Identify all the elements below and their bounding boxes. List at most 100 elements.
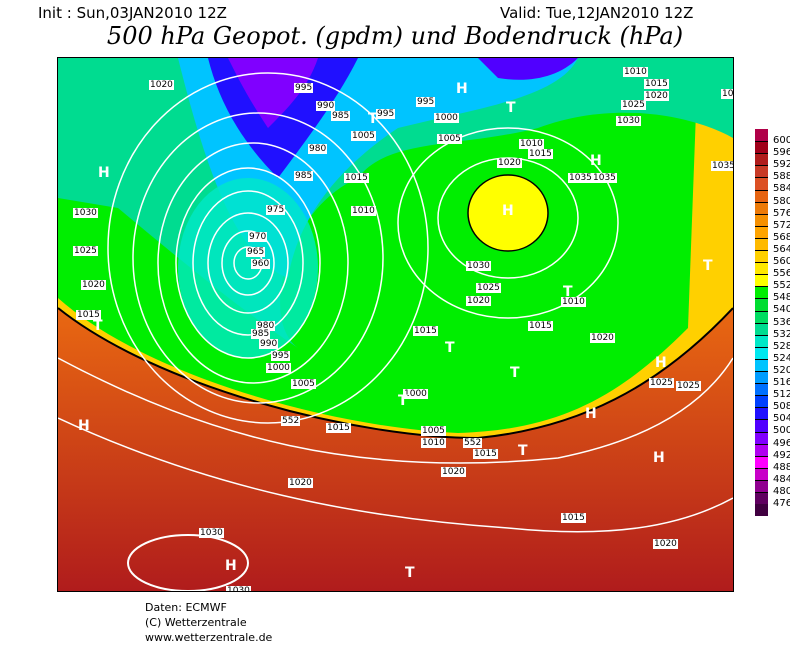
legend-label: 600 — [773, 135, 790, 146]
high-pressure-marker: H — [456, 81, 468, 97]
legend-bin — [755, 153, 768, 167]
low-pressure-marker: T — [506, 100, 516, 116]
isobar-label: 1035 — [568, 173, 593, 183]
init-time: Init : Sun,03JAN2010 12Z — [38, 4, 227, 22]
geopotential-label: 552 — [281, 416, 301, 426]
isobar-label: 985 — [294, 171, 314, 181]
isobar-label: 1020 — [81, 280, 106, 290]
legend-bin — [755, 262, 768, 276]
isobar-label: 1020 — [497, 158, 522, 168]
weather-map: 995 990 985 995 995 1000 1005 1005 980 1015 1010 98… — [57, 57, 734, 592]
legend-bin — [755, 250, 768, 264]
legend-bin — [755, 419, 768, 433]
legend-bin — [755, 237, 768, 251]
legend-label: 580 — [773, 195, 790, 207]
isobar-label: 1035 — [592, 173, 617, 183]
legend-bin — [755, 322, 768, 336]
legend-bin — [755, 129, 768, 142]
legend-bin — [755, 479, 768, 493]
isobar-label: 1020 — [644, 91, 669, 101]
legend-label: 508 — [773, 401, 790, 413]
legend-label: 520 — [773, 364, 790, 376]
legend-bin — [755, 165, 768, 179]
isobar-label: 965 — [246, 247, 266, 257]
isobar-label: 960 — [251, 259, 271, 269]
legend-bin — [755, 213, 768, 227]
isobar-label: 1035 — [711, 161, 734, 171]
legend-label: 480 — [773, 485, 790, 497]
isobar-label: 1005 — [291, 379, 316, 389]
isobar-label: 990 — [259, 339, 279, 349]
high-pressure-marker: H — [590, 153, 602, 169]
legend-label: 584 — [773, 183, 790, 195]
legend-label: 596 — [773, 147, 790, 159]
high-pressure-marker: H — [225, 558, 237, 574]
low-pressure-marker: T — [398, 393, 408, 409]
isobar-label: 1025 — [621, 100, 646, 110]
legend-bin — [755, 492, 768, 506]
low-pressure-marker: T — [93, 318, 103, 334]
legend-label: 536 — [773, 316, 790, 328]
legend-label: 512 — [773, 389, 790, 401]
isobar-label: 1030 — [73, 208, 98, 218]
isobar-label: 1015 — [528, 149, 553, 159]
legend-bin — [755, 455, 768, 469]
isobar-label: 1025 — [676, 381, 701, 391]
low-pressure-marker: T — [405, 565, 415, 581]
legend-bin — [755, 383, 768, 397]
isobar-label: 1010 — [351, 206, 376, 216]
isobar-label: 985 — [251, 329, 271, 339]
legend-bin — [755, 467, 768, 481]
geopotential-field — [58, 58, 733, 591]
isobar-label: 1010 — [561, 297, 586, 307]
legend-bin — [755, 407, 768, 421]
legend-label: 552 — [773, 280, 790, 292]
isobar-label: 1005 — [437, 134, 462, 144]
legend-label: 588 — [773, 171, 790, 183]
isobar-label: 1000 — [434, 113, 459, 123]
high-pressure-marker: H — [502, 203, 514, 219]
legend-bin — [755, 298, 768, 312]
legend-bin — [755, 358, 768, 372]
legend-bin — [755, 274, 768, 288]
legend-label: 572 — [773, 219, 790, 231]
isobar-label: 1015 — [413, 326, 438, 336]
legend-bin — [755, 201, 768, 215]
legend-label: 548 — [773, 292, 790, 304]
legend-bin — [755, 334, 768, 348]
legend-label: 532 — [773, 328, 790, 340]
legend-bin — [755, 189, 768, 203]
legend-label: 476 — [773, 498, 790, 509]
legend-label: 568 — [773, 231, 790, 243]
legend-bin — [755, 395, 768, 409]
isobar-label: 1015 — [528, 321, 553, 331]
isobar-label: 995 — [294, 83, 314, 93]
legend-label: 500 — [773, 425, 790, 437]
isobar-label: 1030 — [466, 261, 491, 271]
isobar-label: 970 — [248, 232, 268, 242]
legend-label: 564 — [773, 243, 790, 255]
isobar-label: 1020 — [466, 296, 491, 306]
isobar-label: 1015 — [644, 79, 669, 89]
legend-label: 556 — [773, 268, 790, 280]
high-pressure-marker: H — [98, 165, 110, 181]
isobar-label: 980 — [256, 321, 276, 331]
isobar-label: 1030 — [226, 586, 251, 591]
legend-bin — [755, 225, 768, 239]
high-pressure-marker: H — [655, 355, 667, 371]
low-pressure-marker: T — [563, 284, 573, 300]
isobar-label: 1010 — [519, 139, 544, 149]
isobar-label: 1025 — [73, 246, 98, 256]
isobar-label: 1025 — [476, 283, 501, 293]
isobar-label: 1015 — [473, 449, 498, 459]
low-pressure-marker: T — [510, 365, 520, 381]
isobar-label: 1005 — [421, 426, 446, 436]
low-pressure-marker: T — [368, 111, 378, 127]
low-pressure-marker: T — [703, 258, 713, 274]
isobar-label: 1020 — [441, 467, 466, 477]
isobar-label: 1005 — [351, 131, 376, 141]
legend-bin — [755, 286, 768, 300]
website-link[interactable]: www.wetterzentrale.de — [145, 631, 273, 644]
map-title: 500 hPa Geopot. (gpdm) und Bodendruck (h… — [106, 22, 684, 50]
isobar-label: 1000 — [403, 389, 428, 399]
